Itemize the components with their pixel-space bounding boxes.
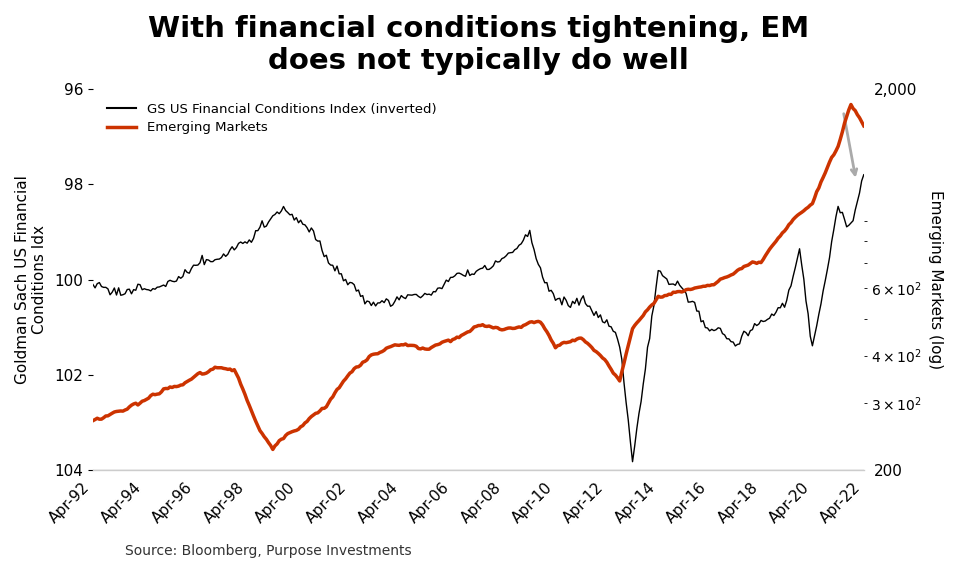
Y-axis label: Emerging Markets (log): Emerging Markets (log) [928, 190, 943, 369]
Legend: GS US Financial Conditions Index (inverted), Emerging Markets: GS US Financial Conditions Index (invert… [107, 103, 437, 134]
Text: Source: Bloomberg, Purpose Investments: Source: Bloomberg, Purpose Investments [125, 544, 411, 558]
Y-axis label: Goldman Sach US Financial
Conditions Idx: Goldman Sach US Financial Conditions Idx [15, 175, 47, 384]
Title: With financial conditions tightening, EM
does not typically do well: With financial conditions tightening, EM… [148, 15, 809, 76]
